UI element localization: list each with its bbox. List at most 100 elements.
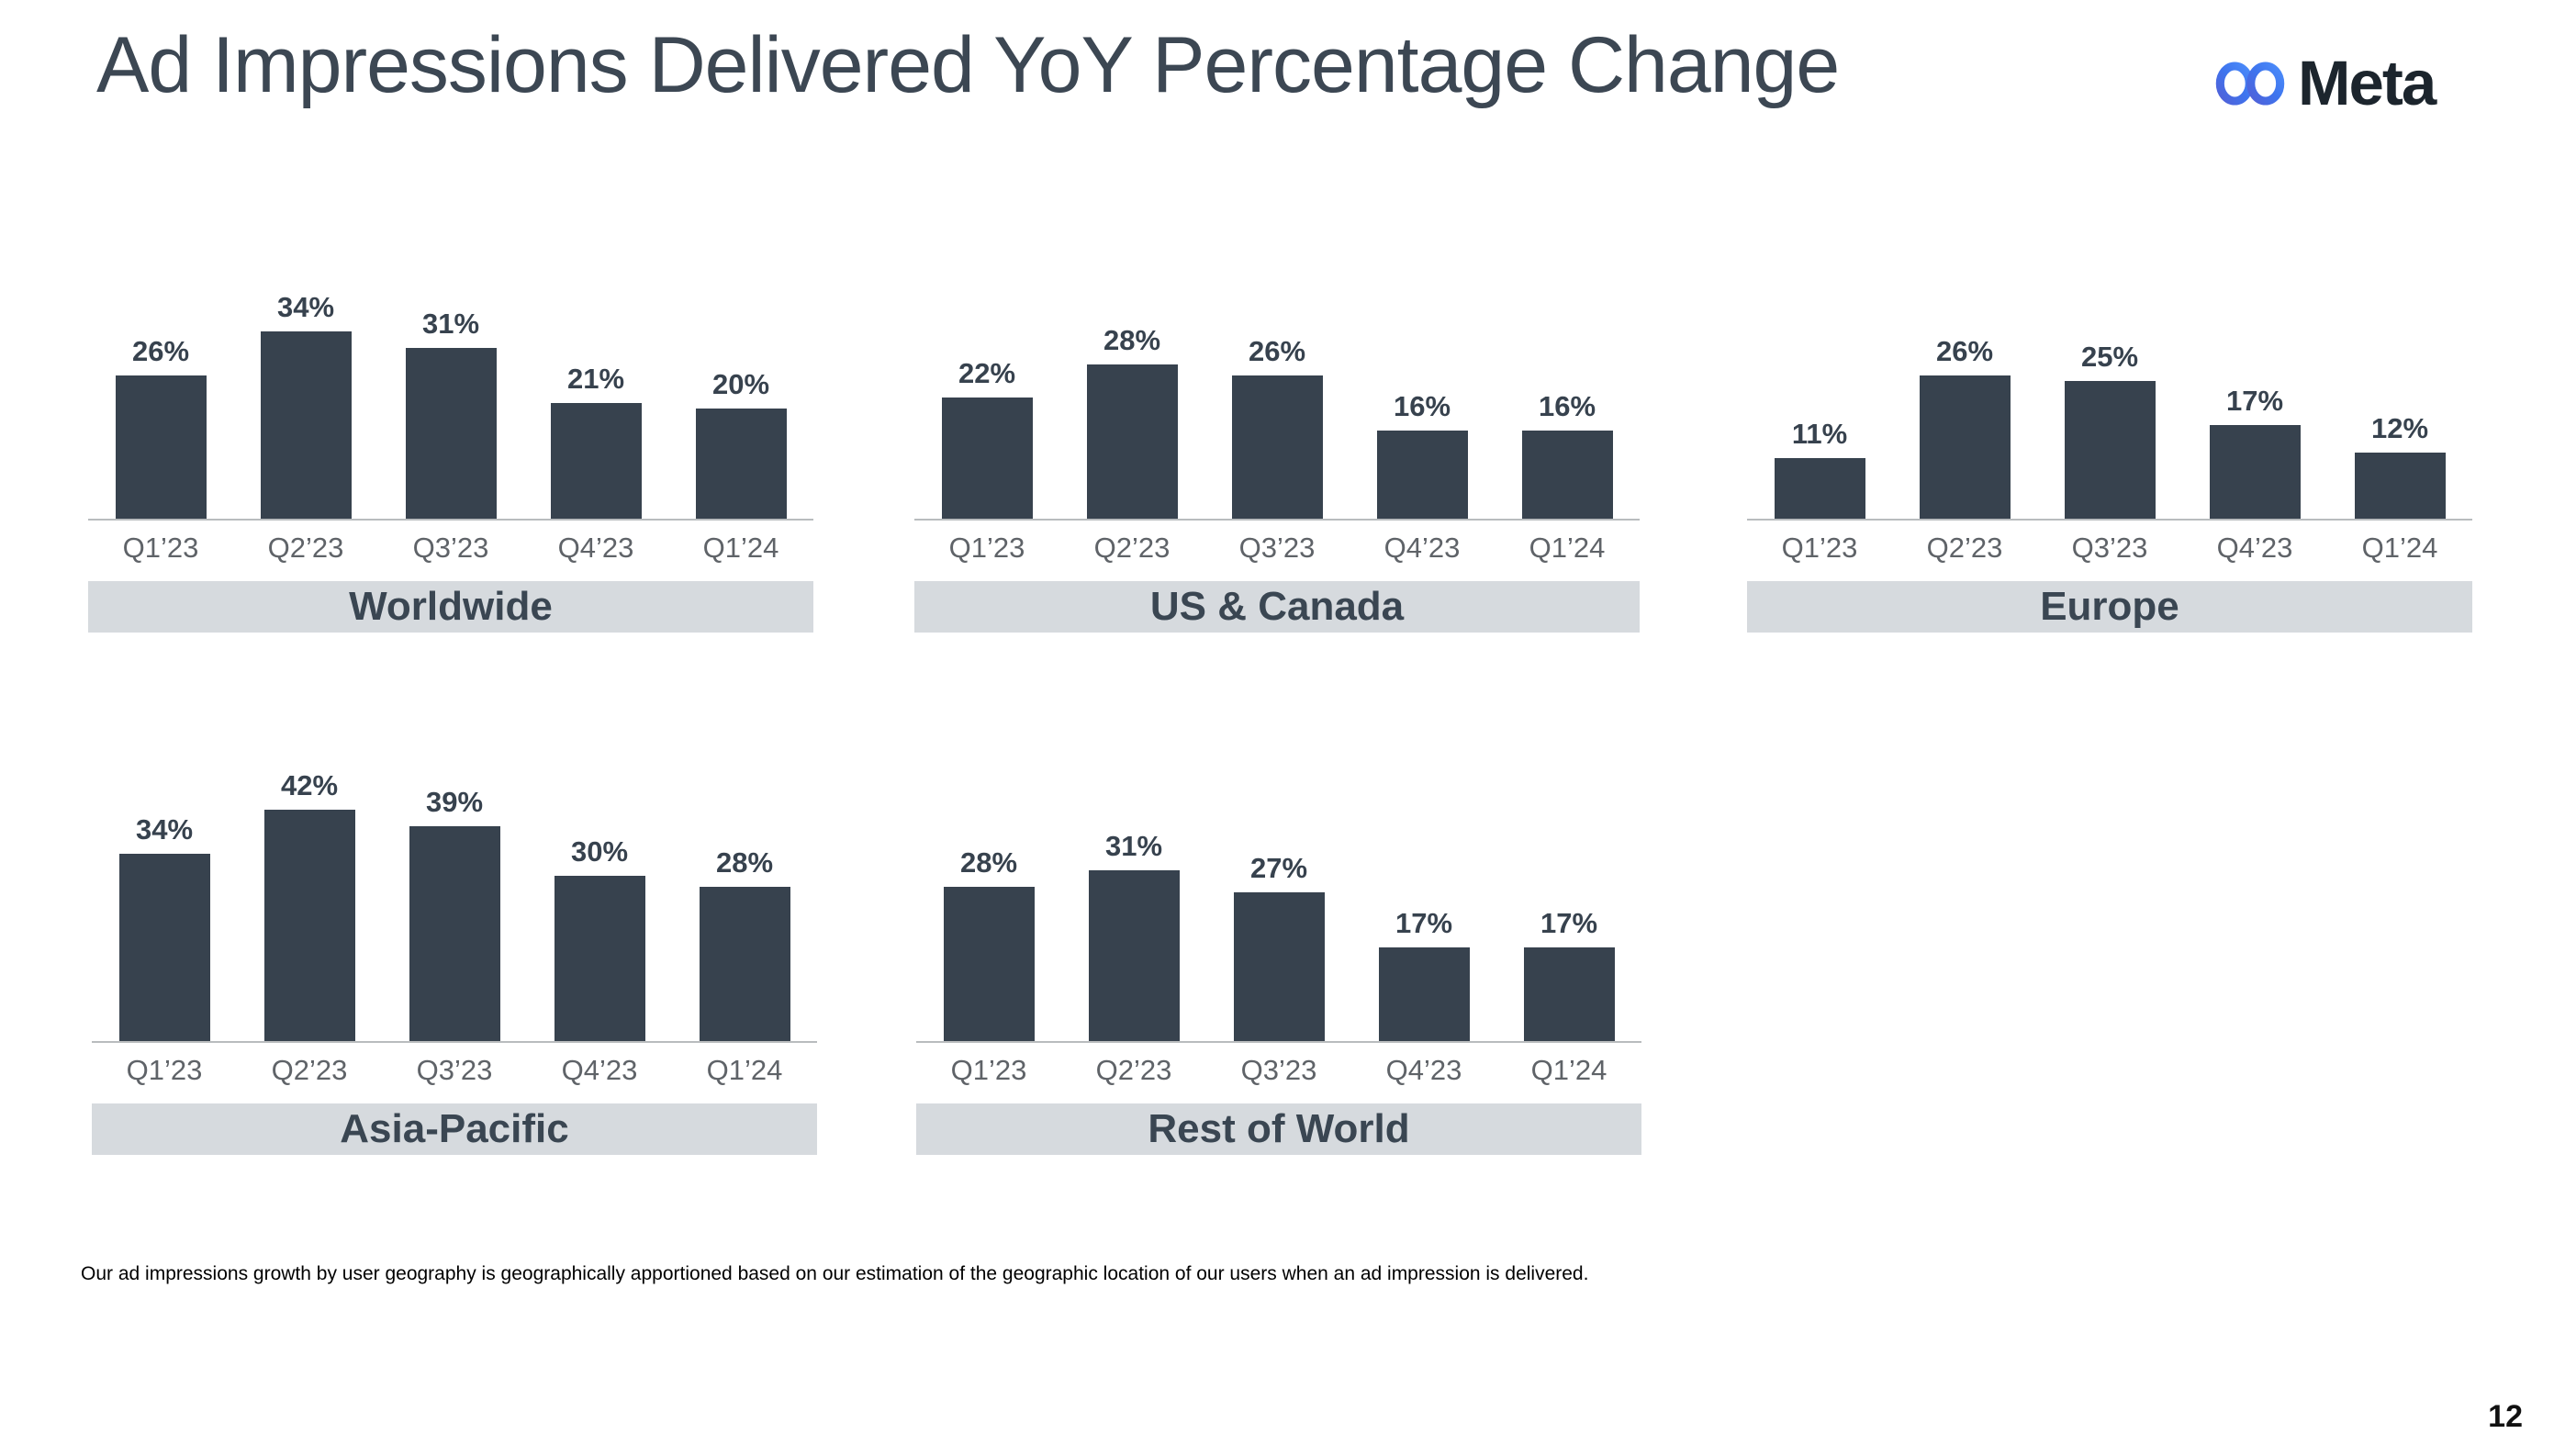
bar-slot: 42% — [237, 766, 382, 1041]
plot-area: 11% 26% 25% 17% 12% — [1747, 243, 2472, 521]
bar-value-label: 28% — [1103, 324, 1161, 356]
bar — [699, 887, 790, 1041]
bar-slot: 28% — [672, 766, 817, 1041]
bar — [1523, 947, 1615, 1041]
bar-slot: 20% — [668, 243, 813, 519]
region-banner: Europe — [1747, 581, 2472, 633]
bar — [263, 810, 355, 1041]
meta-infinity-icon — [2215, 61, 2285, 106]
x-tick-label: Q1’24 — [706, 1054, 783, 1086]
footnote: Our ad impressions growth by user geogra… — [81, 1263, 1589, 1284]
x-tick-label: Q4’23 — [561, 1054, 638, 1086]
region-banner-label: Asia-Pacific — [340, 1106, 569, 1151]
x-axis-ticks: Q1’23 Q2’23 Q3’23 Q4’23 Q1’24 — [914, 521, 1640, 568]
bar-slot: 12% — [2327, 243, 2472, 519]
region-banner: Asia-Pacific — [92, 1103, 817, 1155]
bar — [1231, 375, 1323, 519]
bar — [1919, 375, 2011, 519]
bar-slot: 34% — [233, 243, 378, 519]
x-axis-ticks: Q1’23 Q2’23 Q3’23 Q4’23 Q1’24 — [92, 1043, 817, 1091]
bar-slot: 17% — [2182, 243, 2327, 519]
bar-value-label: 16% — [1393, 390, 1451, 422]
bar — [1086, 364, 1178, 519]
bar-slot: 34% — [92, 766, 237, 1041]
bar-slot: 26% — [88, 243, 233, 519]
bar-value-label: 16% — [1538, 390, 1596, 422]
x-tick-label: Q1’23 — [950, 1054, 1027, 1086]
bar-value-label: 17% — [1395, 907, 1453, 939]
bar-value-label: 27% — [1249, 852, 1308, 884]
bar-value-label: 11% — [1791, 418, 1848, 450]
bar — [941, 398, 1033, 519]
bar-value-label: 26% — [1935, 335, 1994, 367]
region-banner-label: US & Canada — [1149, 584, 1405, 629]
bar-slot: 27% — [1206, 766, 1351, 1041]
bar-slot: 26% — [1204, 243, 1350, 519]
bar-value-label: 30% — [570, 835, 629, 868]
x-tick-label: Q1’23 — [948, 532, 1025, 564]
bar-value-label: 26% — [131, 335, 190, 367]
bar-slot: 26% — [1892, 243, 2037, 519]
bar-value-label: 26% — [1248, 335, 1306, 367]
slide-title: Ad Impressions Delivered YoY Percentage … — [96, 21, 1840, 109]
x-tick-label: Q1’24 — [2361, 532, 2438, 564]
bar-value-label: 17% — [1540, 907, 1598, 939]
x-axis-ticks: Q1’23 Q2’23 Q3’23 Q4’23 Q1’24 — [916, 1043, 1641, 1091]
bar-slot: 30% — [527, 766, 672, 1041]
bar-slot: 21% — [523, 243, 668, 519]
bar — [1378, 947, 1470, 1041]
bar-value-label: 34% — [135, 813, 194, 846]
bar — [550, 403, 642, 519]
x-tick-label: Q3’23 — [1238, 532, 1316, 564]
region-banner: Worldwide — [88, 581, 813, 633]
bar — [2209, 425, 2301, 519]
bar-slot: 31% — [378, 243, 523, 519]
x-tick-label: Q3’23 — [2071, 532, 2148, 564]
bar-value-label: 34% — [276, 291, 335, 323]
bar-value-label: 31% — [421, 308, 480, 340]
plot-area: 28% 31% 27% 17% 17% — [916, 766, 1641, 1043]
x-axis-ticks: Q1’23 Q2’23 Q3’23 Q4’23 Q1’24 — [88, 521, 813, 568]
x-axis-ticks: Q1’23 Q2’23 Q3’23 Q4’23 Q1’24 — [1747, 521, 2472, 568]
bar-value-label: 22% — [958, 357, 1016, 389]
bar-value-label: 21% — [566, 363, 625, 395]
x-tick-label: Q2’23 — [271, 1054, 348, 1086]
meta-logo: Meta — [2215, 51, 2436, 115]
bar — [695, 409, 787, 519]
x-tick-label: Q4’23 — [2216, 532, 2293, 564]
bar-slot: 16% — [1350, 243, 1495, 519]
region-banner-label: Worldwide — [349, 584, 553, 629]
bar — [1088, 870, 1180, 1041]
x-tick-label: Q4’23 — [1383, 532, 1461, 564]
bar-slot: 28% — [1059, 243, 1204, 519]
chart-worldwide: 26% 34% 31% 21% 20% Q1’23 Q2’23 Q3’23 Q4’23 Q1’2… — [88, 243, 813, 633]
bar — [260, 331, 352, 519]
bar-value-label: 42% — [280, 769, 339, 801]
x-tick-label: Q3’23 — [1240, 1054, 1317, 1086]
bar-slot: 31% — [1061, 766, 1206, 1041]
x-tick-label: Q2’23 — [1093, 532, 1171, 564]
bar-value-label: 28% — [959, 846, 1018, 879]
bar — [1376, 431, 1468, 519]
bar-value-label: 28% — [715, 846, 774, 879]
bar-slot: 17% — [1496, 766, 1641, 1041]
x-tick-label: Q4’23 — [557, 532, 634, 564]
chart-asia-pacific: 34% 42% 39% 30% 28% Q1’23 Q2’23 Q3’23 Q4’23 Q1’2… — [92, 766, 817, 1155]
bar — [1233, 892, 1325, 1041]
bar — [554, 876, 645, 1041]
region-banner-label: Rest of World — [1148, 1106, 1410, 1151]
bar-value-label: 31% — [1104, 830, 1163, 862]
region-banner: Rest of World — [916, 1103, 1641, 1155]
x-tick-label: Q1’24 — [1529, 532, 1606, 564]
bar — [115, 375, 207, 519]
x-tick-label: Q3’23 — [412, 532, 489, 564]
chart-rest-of-world: 28% 31% 27% 17% 17% Q1’23 Q2’23 Q3’23 Q4’23 Q1’2… — [916, 766, 1641, 1155]
bar-slot: 28% — [916, 766, 1061, 1041]
x-tick-label: Q2’23 — [267, 532, 344, 564]
bar-slot: 11% — [1747, 243, 1892, 519]
bar-slot: 25% — [2037, 243, 2182, 519]
x-tick-label: Q4’23 — [1385, 1054, 1462, 1086]
x-tick-label: Q1’23 — [1781, 532, 1858, 564]
plot-area: 22% 28% 26% 16% 16% — [914, 243, 1640, 521]
